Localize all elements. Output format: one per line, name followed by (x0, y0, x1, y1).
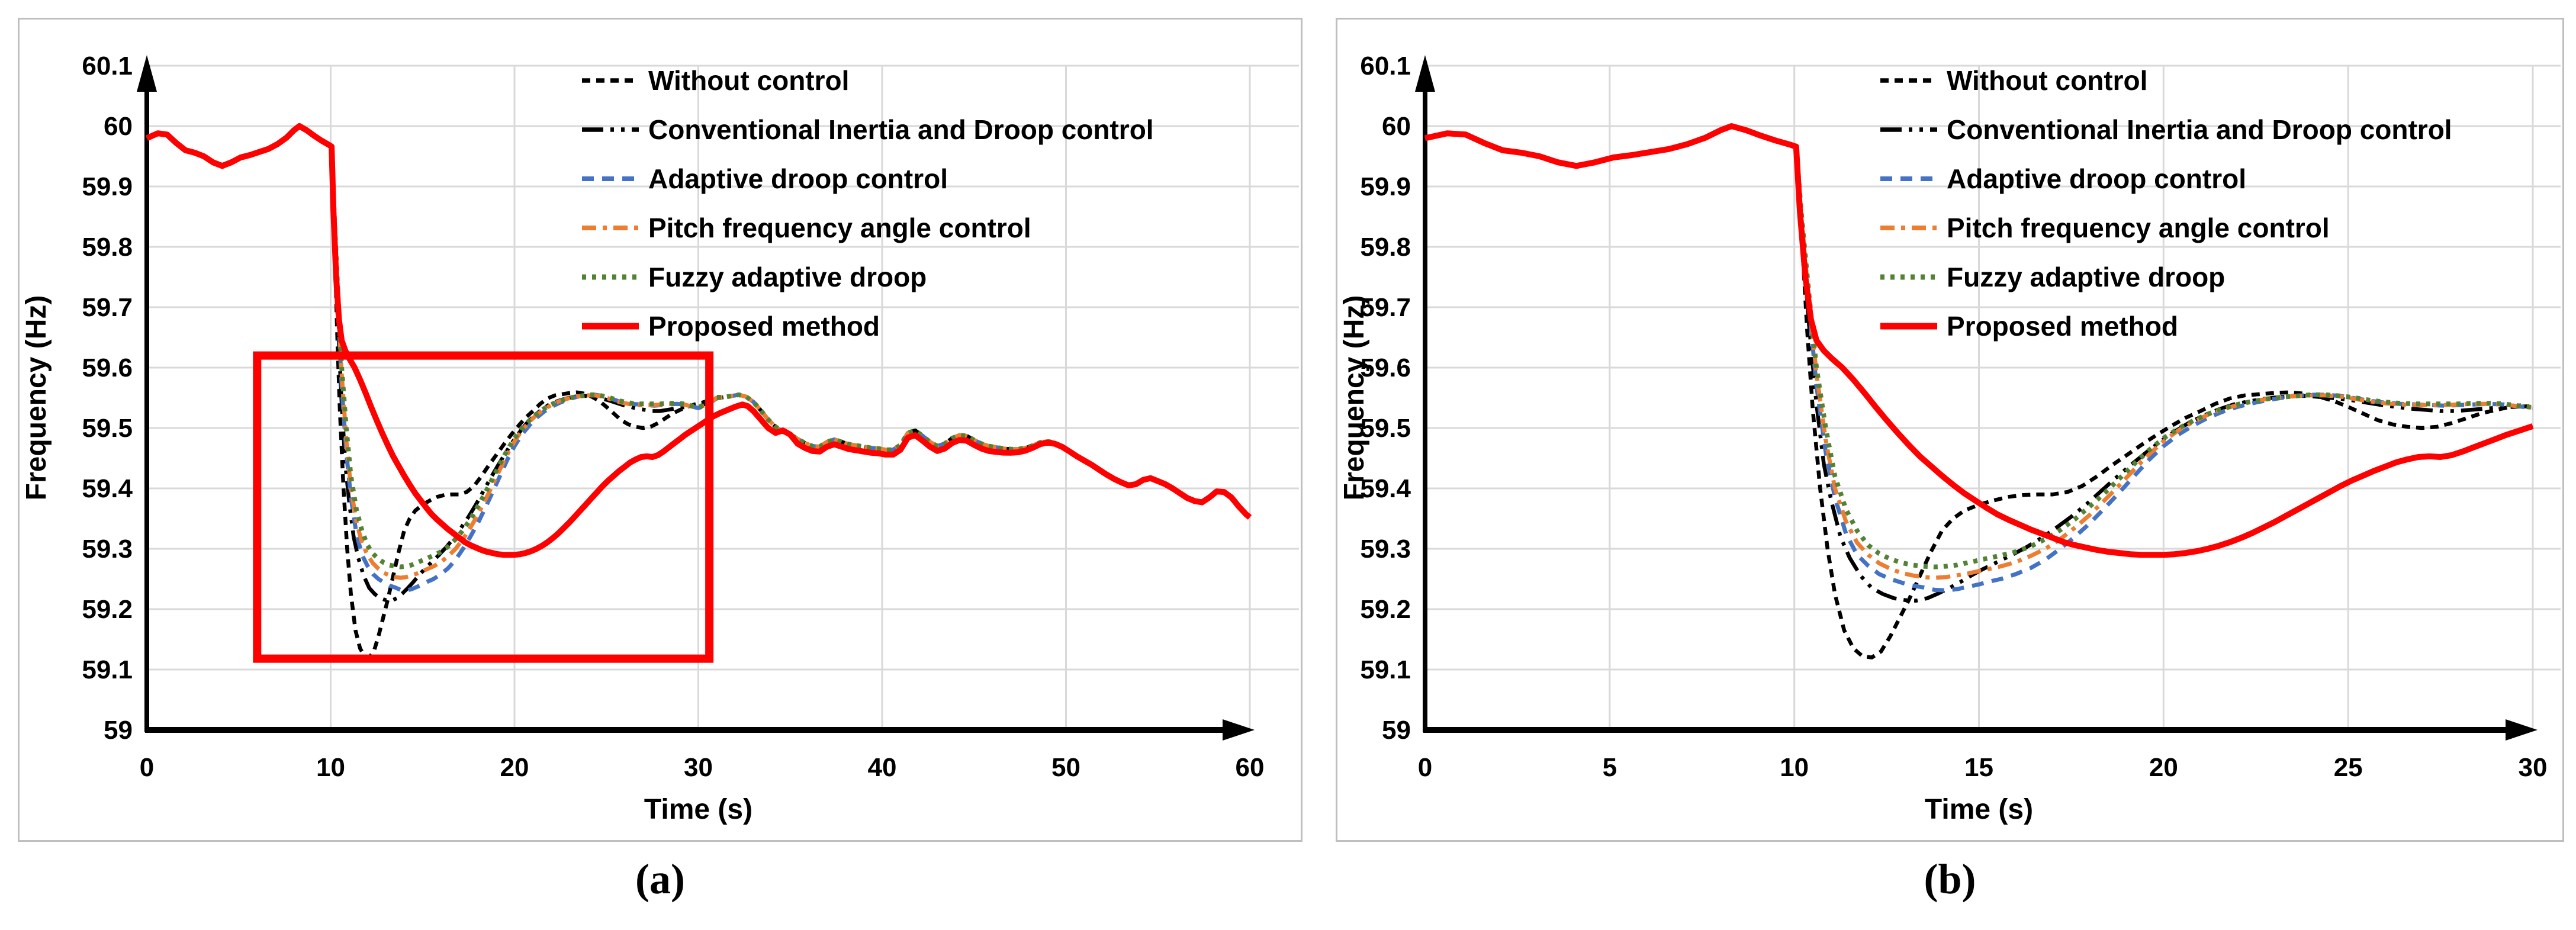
legend-label-proposed-method: Proposed method (648, 311, 880, 342)
x-axis-arrowhead (1223, 719, 1255, 741)
x-axis-title: Time (s) (1925, 794, 2033, 825)
y-tick-label: 60.1 (82, 52, 133, 81)
series-line-pitch-frequency-angle-control-b (1424, 124, 2533, 580)
legend-item-conventional-inertia-and-droop-control: Conventional Inertia and Droop control (1880, 114, 2452, 145)
legend-label-conventional-inertia-and-droop-control: Conventional Inertia and Droop control (648, 114, 1154, 145)
y-tick-label: 60.1 (1360, 52, 1411, 81)
legend-label-fuzzy-adaptive-droop: Fuzzy adaptive droop (1947, 262, 2225, 292)
legend-item-without-control: Without control (1880, 65, 2147, 96)
x-axis-title: Time (s) (644, 794, 752, 825)
zoom-region-highlight-box (253, 351, 714, 663)
y-tick-label: 59.5 (1360, 414, 1411, 443)
y-tick-label: 59.8 (1360, 233, 1411, 262)
x-tick-label: 5 (1603, 753, 1617, 782)
legend-item-fuzzy-adaptive-droop: Fuzzy adaptive droop (582, 262, 927, 292)
x-tick-label: 20 (500, 753, 529, 782)
legend-item-fuzzy-adaptive-droop: Fuzzy adaptive droop (1880, 262, 2225, 292)
legend-label-pitch-frequency-angle-control: Pitch frequency angle control (648, 213, 1031, 243)
legend-item-without-control: Without control (582, 65, 849, 96)
legend-item-adaptive-droop-control: Adaptive droop control (1880, 163, 2246, 194)
y-tick-label: 60 (104, 112, 133, 141)
chart-area-a: 59 59.1 59.2 59.3 59.4 59.5 59.6 59.7 59.8 59.9 60… (18, 18, 1303, 842)
y-tick-label: 59.7 (1360, 293, 1411, 322)
y-tick-label: 59.4 (1360, 474, 1411, 503)
series-line-conventional-inertia-and-droop-control-b (1424, 124, 2529, 603)
y-tick-label: 59.9 (1360, 172, 1411, 201)
x-tick-label: 30 (684, 753, 713, 782)
legend-label-proposed-method: Proposed method (1947, 311, 2178, 342)
y-tick-label: 59 (104, 716, 133, 745)
y-tick-label: 60 (1382, 112, 1411, 141)
y-tick-label: 59.1 (1360, 655, 1411, 684)
legend-label-pitch-frequency-angle-control: Pitch frequency angle control (1947, 213, 2330, 243)
y-axis-arrowhead (1415, 55, 1435, 92)
legend-label-fuzzy-adaptive-droop: Fuzzy adaptive droop (648, 262, 927, 292)
series-line-proposed-method-b (1424, 123, 2534, 558)
figure-row: 59 59.1 59.2 59.3 59.4 59.5 59.6 59.7 59.8 59.9 60… (18, 18, 2564, 904)
y-axis-title: Frequency (Hz) (21, 295, 52, 501)
y-tick-label: 59.6 (82, 353, 133, 382)
y-tick-label: 59.7 (82, 293, 133, 322)
y-tick-label: 59.8 (82, 233, 133, 262)
series-line-fuzzy-adaptive-droop-a (146, 124, 1252, 569)
panel-a: 59 59.1 59.2 59.3 59.4 59.5 59.6 59.7 59.8 59.9 60… (18, 18, 1303, 904)
y-tick-label: 59.4 (82, 474, 133, 503)
legend-item-conventional-inertia-and-droop-control: Conventional Inertia and Droop control (582, 114, 1154, 145)
y-tick-label: 59.3 (1360, 535, 1411, 564)
y-tick-label: 59.3 (82, 535, 133, 564)
caption-a: (a) (635, 855, 685, 903)
y-tick-label: 59.5 (82, 414, 133, 443)
x-tick-label: 30 (2519, 753, 2548, 782)
legend-item-adaptive-droop-control: Adaptive droop control (582, 163, 948, 194)
x-axis-arrowhead (2506, 719, 2538, 741)
legend-item-proposed-method: Proposed method (1880, 311, 2178, 342)
legend-label-without-control: Without control (648, 65, 849, 96)
legend-label-conventional-inertia-and-droop-control: Conventional Inertia and Droop control (1947, 114, 2452, 145)
y-axis-title: Frequency (Hz) (1339, 295, 1370, 501)
panel-b: 59 59.1 59.2 59.3 59.4 59.5 59.6 59.7 59.8 59.9 60… (1336, 18, 2564, 904)
y-tick-label: 59 (1382, 716, 1411, 745)
legend-item-proposed-method: Proposed method (582, 311, 880, 342)
x-tick-label: 0 (1418, 753, 1432, 782)
legend-label-adaptive-droop-control: Adaptive droop control (648, 163, 948, 194)
y-tick-label: 59.9 (82, 172, 133, 201)
y-tick-label: 59.2 (1360, 595, 1411, 624)
x-tick-label: 20 (2149, 753, 2178, 782)
y-axis-arrowhead (137, 55, 157, 92)
legend-label-without-control: Without control (1947, 65, 2147, 96)
legend-item-pitch-frequency-angle-control: Pitch frequency angle control (582, 213, 1031, 243)
x-tick-label: 10 (1780, 753, 1809, 782)
chart-b-svg: 59 59.1 59.2 59.3 59.4 59.5 59.6 59.7 59.8 59.9 60… (1339, 52, 2561, 825)
y-tick-label: 59.1 (82, 655, 133, 684)
x-tick-label: 50 (1051, 753, 1080, 782)
x-tick-label: 15 (1964, 753, 1993, 782)
series-line-without-control-b (1424, 124, 2526, 659)
x-tick-label: 60 (1236, 753, 1265, 782)
x-tick-label: 25 (2334, 753, 2363, 782)
caption-b: (b) (1924, 855, 1976, 903)
x-tick-label: 0 (140, 753, 154, 782)
x-tick-label: 40 (868, 753, 897, 782)
x-tick-label: 10 (316, 753, 345, 782)
legend-label-adaptive-droop-control: Adaptive droop control (1947, 163, 2246, 194)
legend-item-pitch-frequency-angle-control: Pitch frequency angle control (1880, 213, 2330, 243)
y-tick-label: 59.6 (1360, 353, 1411, 382)
chart-a-svg: 59 59.1 59.2 59.3 59.4 59.5 59.6 59.7 59.8 59.9 60… (21, 52, 1299, 825)
chart-area-b: 59 59.1 59.2 59.3 59.4 59.5 59.6 59.7 59.8 59.9 60… (1336, 18, 2564, 842)
y-tick-label: 59.2 (82, 595, 133, 624)
